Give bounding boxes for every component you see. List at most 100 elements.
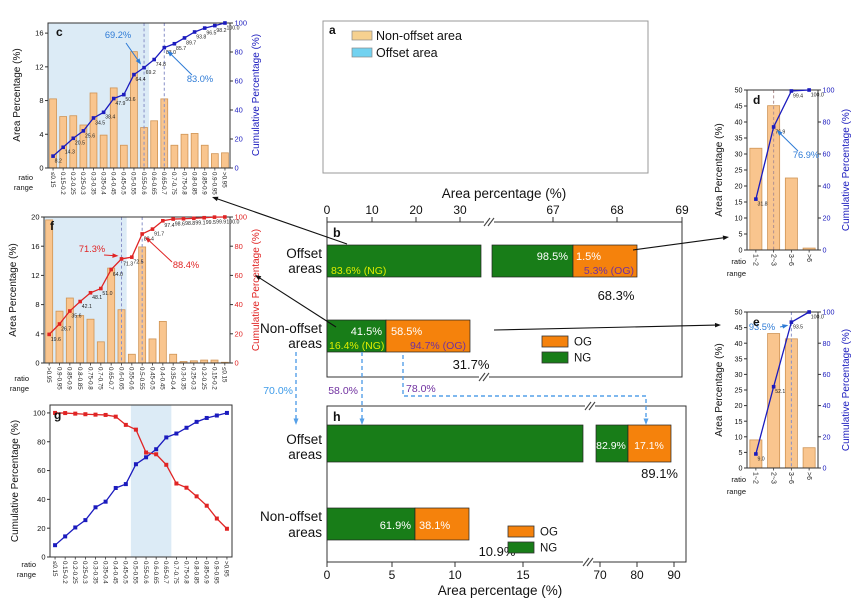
x-tick-label: 0.45-0.5 [120,172,127,195]
annotation: 69.2% [105,30,131,40]
bar [76,315,85,364]
marker [93,505,98,510]
point-label: 99.1 [195,221,205,227]
panel-a: Non-offset area Offset area a [322,20,649,174]
point-label: 31.8 [757,202,767,208]
break-slash [478,372,486,382]
marker [223,21,227,25]
marker [154,452,159,457]
marker [194,494,199,499]
bar-value-label: 98.5% [537,251,568,263]
row-label: areas [288,261,322,276]
y2-tick-label: 100 [823,86,835,95]
y-axis-title: Area Percentage (%) [714,123,725,216]
y-tick-label: 30 [735,370,743,379]
annotation: 76.9% [793,150,819,160]
marker [152,57,156,62]
marker [53,543,58,548]
marker [161,218,165,223]
bar [119,144,128,169]
bar [150,120,159,169]
row-label: areas [288,447,322,462]
x-corner-label: range [10,384,29,393]
x-tick-label: 0.7-0.75 [172,561,179,584]
y-tick-label: 0 [41,553,45,562]
y2-tick-label: 0 [823,246,827,255]
marker [204,503,209,508]
x-tick-label: 0.7-0.75 [97,367,104,390]
marker [224,410,229,415]
y2-tick-label: 40 [823,182,831,191]
axis-tick-label: 70 [593,568,607,582]
x-tick-label: 0.75-0.8 [182,561,189,584]
bar [127,353,136,364]
axis-tick-label: 5 [389,568,396,582]
y-tick-label: 20 [735,182,743,191]
bar [221,152,229,169]
bar [784,177,798,251]
marker [789,89,794,93]
bar [190,133,199,169]
row-label: areas [288,336,322,351]
bar [107,267,116,364]
marker [172,41,177,46]
legend-label: NG [574,353,591,365]
y-tick-label: 4 [39,130,43,139]
green-segment [326,244,482,278]
point-label: 98.8 [185,221,195,227]
bar [210,153,219,169]
green-segment [491,244,574,278]
panel-letter: b [333,226,341,240]
x-tick-label: 0.4-0.45 [110,172,117,195]
y-tick-label: 80 [37,437,45,446]
axis-tick-label: 67 [546,203,560,217]
marker [184,425,189,430]
point-label: 96.5 [206,30,216,36]
cumulative-line [755,311,810,455]
point-label: 48.1 [92,295,102,301]
marker [174,431,179,436]
x-tick-label: 0.9-0.95 [211,172,218,195]
axis-tick-label: 80 [630,568,644,582]
marker [133,427,138,432]
point-label: 20.5 [75,141,85,147]
plot-frame [326,405,687,563]
y2-tick-label: 80 [235,242,243,251]
arrowhead [212,196,219,202]
x-tick-label: >0.95 [223,561,230,577]
point-label: 51.0 [102,291,112,297]
break-slash [482,372,490,382]
x-tick-label: 0.75-0.8 [86,367,93,390]
x-tick-label: 3~6 [787,254,794,266]
axis-tick-label: 10 [365,203,379,217]
axis-tick-label: 68 [610,203,624,217]
bar-value-label: 58.5% [391,326,422,338]
marker [73,411,78,416]
axis-tick-label: 90 [667,568,681,582]
y2-tick-label: 100 [235,19,248,28]
map-legend-swatch [351,30,373,41]
point-label: 100.0 [227,25,240,31]
y-tick-label: 8 [35,300,39,309]
break-slash [588,401,596,411]
marker [214,516,219,521]
point-label: 97.4 [164,223,174,229]
y-tick-label: 0 [35,359,39,368]
row-label: Offset [286,432,322,447]
point-label: 72.5 [133,260,143,266]
arrow-line [632,237,725,251]
legend-swatch-ng [541,351,569,364]
bar-value-label: 38.1% [419,520,450,532]
map-legend-label: Offset area [376,46,438,60]
panel-letter: f [50,219,55,233]
point-label: 93.5 [793,325,803,331]
y-tick-label: 35 [735,354,743,363]
map-frame [322,20,649,174]
x-tick-label: 0.85-0.9 [203,561,210,584]
y-tick-label: 20 [37,524,45,533]
marker [111,96,116,101]
marker [130,255,134,259]
marker [123,482,128,487]
x-tick-label: 0.45-0.5 [148,367,155,390]
